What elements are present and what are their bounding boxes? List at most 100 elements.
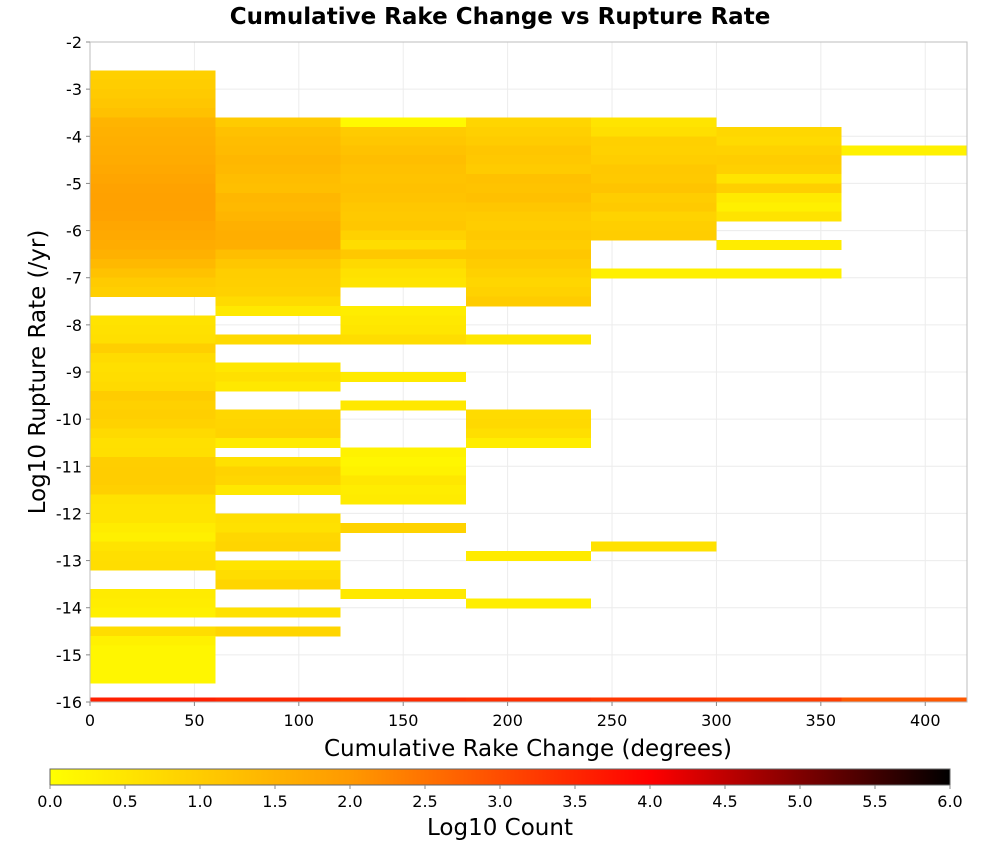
heatmap-cell [340,522,466,533]
x-tick-label: 0 [85,711,95,730]
heatmap-cell [90,456,216,467]
heatmap-cell [340,221,466,232]
heatmap-cell [215,192,341,203]
x-axis-label: Cumulative Rake Change (degrees) [324,736,732,762]
heatmap-cell [215,296,341,307]
heatmap-cell [215,513,341,524]
heatmap-cell [90,494,216,505]
heatmap-cell [90,136,216,147]
heatmap-cell [90,607,216,618]
y-tick-label: -7 [66,269,82,288]
heatmap-cell [340,164,466,175]
y-tick-label: -12 [56,504,82,523]
heatmap-cell [340,240,466,251]
colorbar-tick-label: 3.0 [487,792,512,811]
colorbar-tick-label: 0.5 [112,792,137,811]
heatmap-cell [90,466,216,477]
heatmap-cell [215,466,341,477]
heatmap-cell [340,447,466,458]
heatmap-cell [90,447,216,458]
colorbar-tick-label: 2.0 [337,792,362,811]
heatmap-cell [716,192,842,203]
heatmap-cell [340,155,466,166]
heatmap-cell [215,570,341,581]
x-tick-label: 50 [184,711,204,730]
heatmap-cell [215,475,341,486]
heatmap-cell [90,211,216,222]
chart-title: Cumulative Rake Change vs Rupture Rate [230,4,771,30]
heatmap-cell [215,268,341,279]
heatmap-cell [465,202,592,213]
heatmap-cell [90,409,216,420]
heatmap-cell [90,400,216,411]
heatmap-cell [591,230,717,241]
heatmap-cell [90,485,216,496]
heatmap-cell [340,211,466,222]
heatmap-cell [465,277,592,288]
heatmap-cell [90,654,216,665]
heatmap-cell [90,240,216,251]
heatmap-cell [215,381,341,392]
heatmap-cell [591,117,717,128]
heatmap-cell [90,258,216,269]
heatmap-cell [591,155,717,166]
heatmap-cell [90,475,216,486]
heatmap-cell [90,202,216,213]
heatmap-cells [90,70,967,702]
y-tick-label: -4 [66,127,82,146]
heatmap-cell [465,192,592,203]
heatmap-cell [465,268,592,279]
heatmap-cell [215,456,341,467]
heatmap-cell [215,532,341,543]
heatmap-cell [465,287,592,298]
heatmap-cell [90,428,216,439]
heatmap-cell [465,438,592,449]
colorbar-tick-label: 3.5 [562,792,587,811]
heatmap-cell [90,98,216,109]
heatmap-cell [716,136,842,147]
heatmap-cell [215,438,341,449]
heatmap-cell [215,522,341,533]
heatmap-cell [215,202,341,213]
heatmap-cell [340,202,466,213]
heatmap-cell [90,697,216,702]
heatmap-cell [215,697,341,702]
heatmap-cell [90,645,216,656]
heatmap-cell [716,164,842,175]
heatmap-cell [465,174,592,185]
heatmap-cell [465,249,592,260]
heatmap-cell [465,145,592,156]
colorbar-tick-label: 5.0 [787,792,812,811]
heatmap-cell [215,164,341,175]
x-tick-label: 300 [701,711,732,730]
heatmap-cell [215,155,341,166]
heatmap-cell [591,164,717,175]
heatmap-cell [90,230,216,241]
heatmap-cell [90,541,216,552]
heatmap-cell [591,697,717,702]
heatmap-cell [591,192,717,203]
y-tick-label: -9 [66,363,82,382]
heatmap-cell [591,183,717,194]
y-tick-label: -6 [66,222,82,241]
heatmap-cell [340,588,466,599]
y-tick-label: -5 [66,174,82,193]
heatmap-cell [215,428,341,439]
heatmap-cell [465,155,592,166]
heatmap-cell [716,202,842,213]
heatmap-cell [591,211,717,222]
heatmap-cell [591,268,717,279]
heatmap-cell [90,513,216,524]
x-tick-label: 200 [492,711,523,730]
heatmap-cell [90,636,216,647]
heatmap-cell [340,400,466,411]
y-axis: -2 -3 -4 -5 -6 -7 -8 -9 -10 -11 -12 -13 -14 -15 -16 [56,33,90,712]
heatmap-cell [465,551,592,562]
heatmap-cell [340,324,466,335]
heatmap-cell [465,211,592,222]
heatmap-cell [90,221,216,232]
heatmap-cell [90,268,216,279]
heatmap-cell [716,697,842,702]
y-tick-label: -15 [56,646,82,665]
